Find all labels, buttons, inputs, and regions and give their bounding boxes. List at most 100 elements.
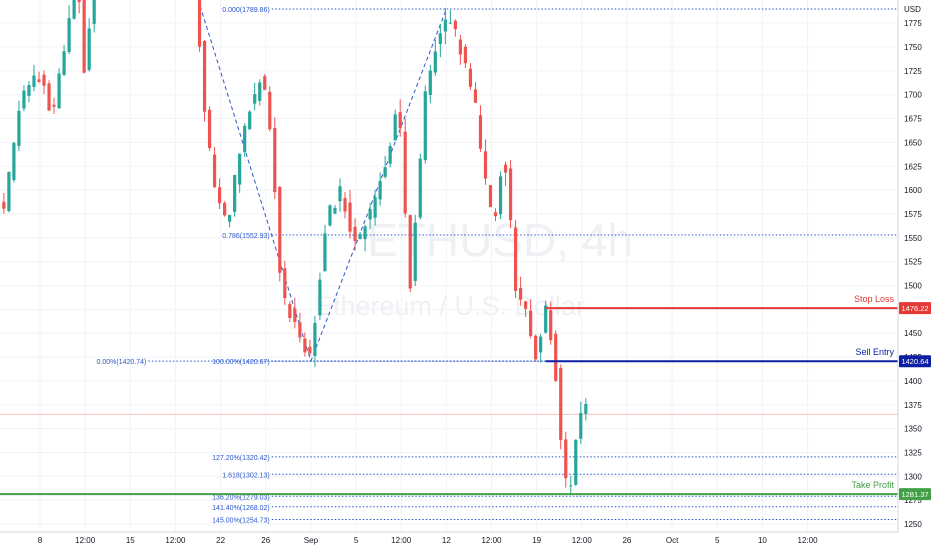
candle — [524, 301, 528, 309]
candle — [273, 128, 277, 193]
price-tag — [899, 355, 931, 368]
candle — [398, 112, 402, 129]
y-tick-label: 1250 — [904, 520, 922, 529]
candle — [7, 171, 11, 212]
trade-levels: Stop Loss Sell Entry Take Profit — [0, 294, 898, 496]
y-tick-label: 1650 — [904, 138, 922, 147]
candle — [413, 222, 417, 281]
candle — [348, 202, 352, 232]
x-tick-labels: 8 12:00 15 12:00 22 26 Sep 5 12:00 12 12:00 19 12:00… — [38, 536, 818, 545]
candle — [37, 79, 41, 82]
candle — [458, 39, 462, 55]
y-tick-label: 1700 — [904, 91, 922, 100]
x-tick-label: 12:00 — [165, 536, 186, 545]
candle — [428, 70, 432, 95]
candle — [207, 109, 212, 149]
time-axis — [0, 531, 932, 550]
x-tick-label: 12:00 — [391, 536, 412, 545]
x-tick-label: 15 — [126, 536, 135, 545]
candle — [383, 167, 387, 177]
fib-label: 136.20%(1279.03) — [212, 494, 270, 501]
watermark-symbol: ETHUSD, 4h — [367, 214, 633, 266]
price-tag-label: 1420.64 — [901, 357, 928, 366]
x-tick-label: 12 — [442, 536, 451, 545]
candle — [554, 333, 558, 381]
candle — [473, 89, 478, 103]
candle — [518, 288, 523, 300]
y-tick-label: 1300 — [904, 472, 922, 481]
y-tick-label: 1725 — [904, 67, 922, 76]
candle — [388, 145, 392, 164]
candle — [393, 114, 397, 141]
candle — [574, 440, 578, 485]
candle — [448, 22, 452, 24]
x-tick-label: 26 — [261, 536, 270, 545]
y-tick-label: 1775 — [904, 19, 922, 28]
x-tick-label: 5 — [715, 536, 720, 545]
candle — [378, 180, 382, 200]
candle — [569, 485, 573, 487]
candle — [328, 205, 332, 226]
candle — [438, 33, 442, 45]
candle — [423, 91, 427, 161]
x-tick-label: 22 — [216, 536, 225, 545]
watermark-name: Ethereum / U.S. Dollar — [315, 291, 585, 321]
x-tick-label: 26 — [622, 536, 631, 545]
candle — [493, 212, 498, 217]
y-tick-label: 1350 — [904, 425, 922, 434]
candle — [363, 226, 367, 240]
candle — [258, 82, 262, 101]
candle — [468, 68, 473, 87]
candle — [403, 131, 407, 214]
candle — [443, 19, 447, 32]
candle — [27, 85, 31, 96]
candle — [534, 335, 538, 360]
candle — [318, 279, 322, 316]
price-tag — [899, 488, 931, 501]
candle — [228, 214, 232, 222]
fib-label: 141.40%(1268.02) — [212, 505, 270, 512]
candle — [248, 111, 252, 130]
fib-label: 100.00%(1420.67) — [212, 359, 270, 366]
candle — [92, 0, 96, 24]
candle — [82, 0, 86, 73]
fib-label: 1.618(1302.13) — [222, 472, 269, 479]
swing-lines — [197, 0, 447, 362]
candle — [212, 154, 217, 188]
candle — [503, 164, 508, 173]
y-tick-label: 1325 — [904, 448, 922, 457]
x-tick-label: 12:00 — [798, 536, 819, 545]
candle — [293, 308, 297, 322]
x-tick-label: 5 — [354, 536, 359, 545]
fib-label: 127.20%(1320.42) — [212, 455, 270, 462]
candle — [433, 51, 437, 73]
candle — [52, 104, 56, 107]
candle — [508, 168, 513, 221]
candle — [253, 94, 257, 104]
candle — [549, 310, 553, 341]
candle — [313, 323, 317, 356]
candle — [498, 176, 503, 215]
candle — [303, 338, 307, 353]
candle — [233, 174, 237, 212]
candle — [584, 403, 588, 414]
candle — [358, 234, 362, 240]
candle — [338, 186, 342, 202]
y-tick-label: 1275 — [904, 496, 922, 505]
trade-label: Take Profit — [851, 480, 894, 490]
candle — [559, 367, 563, 440]
y-tick-label: 1375 — [904, 401, 922, 410]
candle — [32, 75, 36, 87]
candles — [2, 0, 588, 496]
candle — [12, 142, 16, 181]
y-tick-label: 1575 — [904, 210, 922, 219]
fib-label: 0.000(1789.86) — [222, 7, 269, 14]
candle — [564, 439, 568, 479]
candle — [67, 18, 71, 52]
y-tick-label: 1400 — [904, 377, 922, 386]
candle — [298, 322, 302, 338]
candle — [308, 346, 312, 354]
price-axis: USD — [897, 0, 932, 550]
candle — [77, 0, 81, 2]
